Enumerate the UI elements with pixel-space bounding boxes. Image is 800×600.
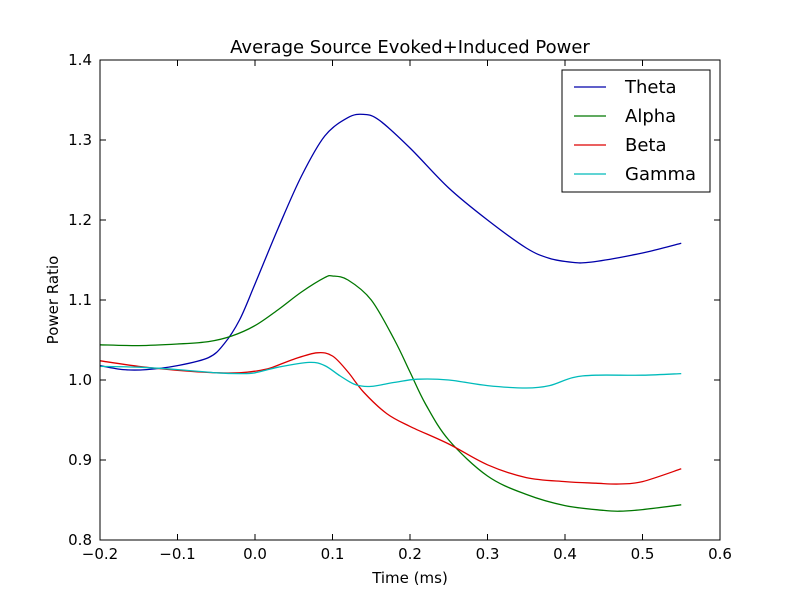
y-tick-label: 1.3 (68, 131, 92, 149)
x-axis-label: Time (ms) (371, 569, 448, 587)
x-tick-label: 0.2 (398, 545, 422, 563)
series-line-beta (99, 351, 682, 485)
y-tick-label: 1.1 (68, 291, 92, 309)
x-tick-label: 0.6 (708, 545, 732, 563)
x-tick-label: 0.3 (476, 545, 500, 563)
x-tick-label: −0.2 (82, 545, 118, 563)
series-line-alpha (99, 274, 682, 512)
y-tick-label: 1.2 (68, 211, 92, 229)
x-tick-label: 0.5 (631, 545, 655, 563)
series-line-gamma (99, 361, 682, 389)
y-tick-label: 0.8 (68, 531, 92, 549)
y-axis-label: Power Ratio (44, 256, 62, 345)
x-tick-label: −0.1 (159, 545, 195, 563)
legend-box (561, 69, 711, 193)
legend-label-alpha: Alpha (625, 106, 676, 127)
x-tick-label: 0.1 (321, 545, 345, 563)
x-tick-label: 0.4 (553, 545, 577, 563)
legend-label-theta: Theta (624, 77, 677, 98)
legend: Theta Alpha Beta Gamma (561, 69, 711, 193)
legend-label-gamma: Gamma (625, 164, 696, 185)
y-tick-label: 1.4 (68, 51, 92, 69)
x-axis: −0.2 −0.1 0.0 0.1 0.2 0.3 0.4 0.5 0.6 (82, 60, 732, 563)
legend-label-beta: Beta (625, 135, 667, 156)
y-tick-label: 0.9 (68, 451, 92, 469)
series-layer (99, 113, 682, 512)
series-line-theta (99, 113, 682, 371)
chart-title: Average Source Evoked+Induced Power (230, 37, 590, 58)
y-axis: 0.8 0.9 1.0 1.1 1.2 1.3 1.4 (68, 51, 720, 549)
y-tick-label: 1.0 (68, 371, 92, 389)
x-tick-label: 0.0 (243, 545, 267, 563)
